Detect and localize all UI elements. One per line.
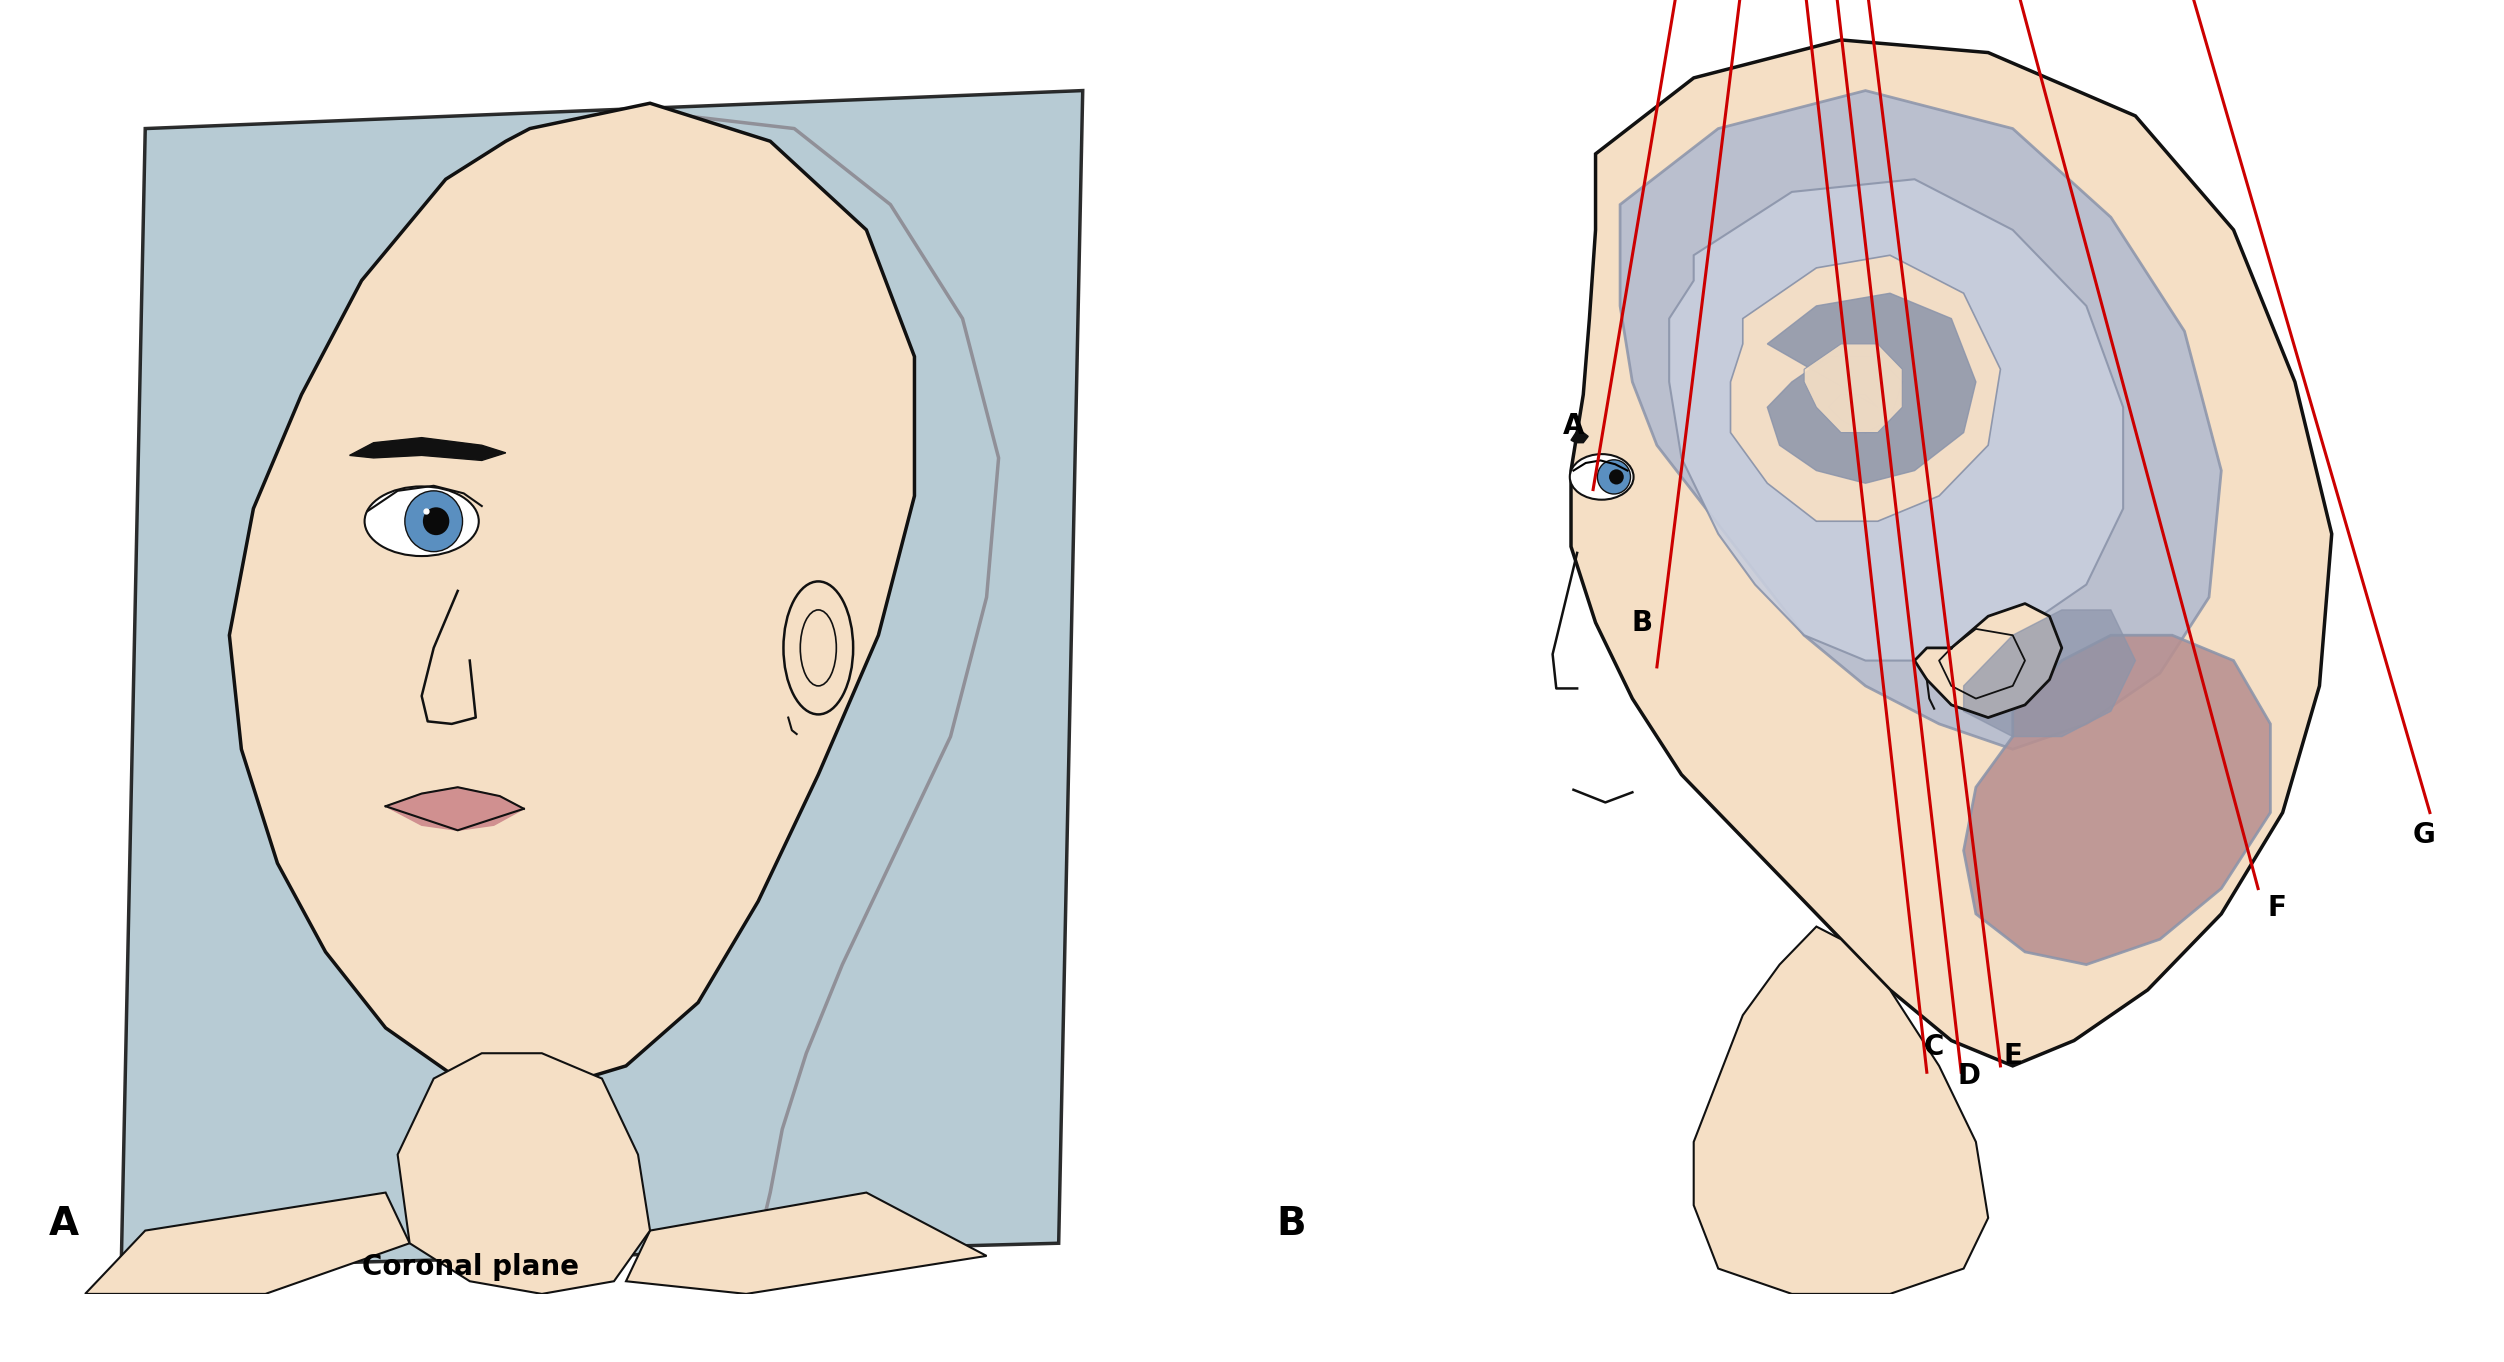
Polygon shape <box>386 787 523 831</box>
Ellipse shape <box>1598 460 1630 494</box>
Polygon shape <box>1570 39 2331 1066</box>
Text: D: D <box>1958 1062 1981 1090</box>
Text: B: B <box>1633 609 1653 636</box>
Text: E: E <box>2003 1042 2023 1069</box>
Polygon shape <box>1570 433 1588 443</box>
Ellipse shape <box>423 507 448 535</box>
Polygon shape <box>1916 603 2061 718</box>
Polygon shape <box>120 90 1082 1268</box>
Text: A: A <box>1562 413 1585 440</box>
Polygon shape <box>351 437 506 460</box>
Ellipse shape <box>784 582 854 715</box>
Text: F: F <box>2266 893 2286 922</box>
Polygon shape <box>85 1193 411 1294</box>
Ellipse shape <box>366 486 478 556</box>
Polygon shape <box>1803 343 1903 433</box>
Polygon shape <box>1963 610 2136 737</box>
Text: C: C <box>1923 1032 1946 1061</box>
Polygon shape <box>1620 90 2221 749</box>
Text: A: A <box>50 1205 80 1244</box>
Text: Coronal plane: Coronal plane <box>361 1253 578 1282</box>
Polygon shape <box>1768 293 1976 484</box>
Ellipse shape <box>406 490 463 552</box>
Text: B: B <box>1277 1205 1307 1244</box>
Ellipse shape <box>1570 454 1633 500</box>
Polygon shape <box>1693 926 1988 1294</box>
Polygon shape <box>398 1053 651 1294</box>
Polygon shape <box>230 104 914 1091</box>
Polygon shape <box>1670 180 2123 661</box>
Polygon shape <box>1963 635 2271 964</box>
Ellipse shape <box>1610 470 1623 485</box>
Polygon shape <box>1730 255 2001 522</box>
Text: G: G <box>2411 821 2434 850</box>
Polygon shape <box>626 1193 987 1294</box>
